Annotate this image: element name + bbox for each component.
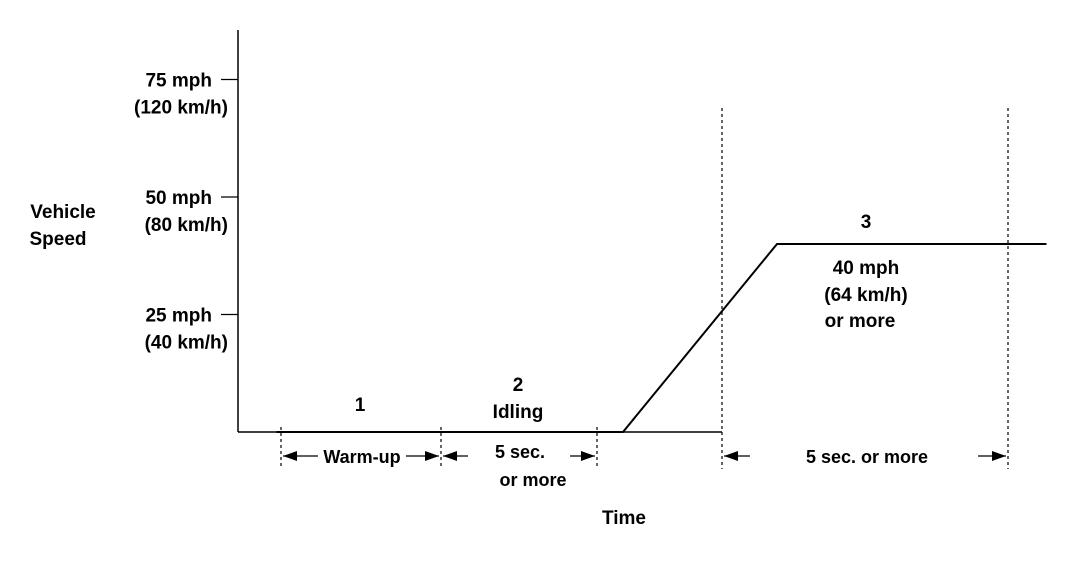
duration-arrowhead bbox=[443, 451, 457, 461]
duration-label: 5 sec. or more bbox=[806, 447, 928, 467]
y-tick-label: (120 km/h) bbox=[134, 98, 228, 119]
phase-number: 1 bbox=[355, 395, 366, 416]
duration-arrowhead bbox=[992, 451, 1006, 461]
phase-label: 40 mph bbox=[833, 258, 900, 279]
duration-label: or more bbox=[499, 470, 566, 490]
duration-arrowhead bbox=[283, 451, 297, 461]
y-tick-label: 75 mph bbox=[145, 71, 212, 92]
duration-arrowhead bbox=[581, 451, 595, 461]
phase-label: Idling bbox=[493, 402, 544, 423]
y-tick-label: (80 km/h) bbox=[145, 215, 228, 236]
y-axis-title: Vehicle bbox=[30, 202, 96, 223]
x-axis-title: Time bbox=[602, 508, 646, 529]
phase-number: 3 bbox=[861, 212, 872, 233]
duration-label: 5 sec. bbox=[495, 442, 545, 462]
y-tick-label: 50 mph bbox=[145, 188, 212, 209]
duration-arrowhead bbox=[425, 451, 439, 461]
y-tick-label: (40 km/h) bbox=[145, 333, 228, 354]
duration-arrowhead bbox=[724, 451, 738, 461]
speed-profile-line bbox=[276, 243, 1047, 433]
y-tick-label: 25 mph bbox=[145, 306, 212, 327]
y-axis-title: Speed bbox=[29, 229, 86, 250]
duration-label: Warm-up bbox=[323, 447, 400, 467]
phase-label: or more bbox=[825, 311, 896, 332]
phase-label: (64 km/h) bbox=[824, 285, 907, 306]
phase-number: 2 bbox=[513, 375, 524, 396]
